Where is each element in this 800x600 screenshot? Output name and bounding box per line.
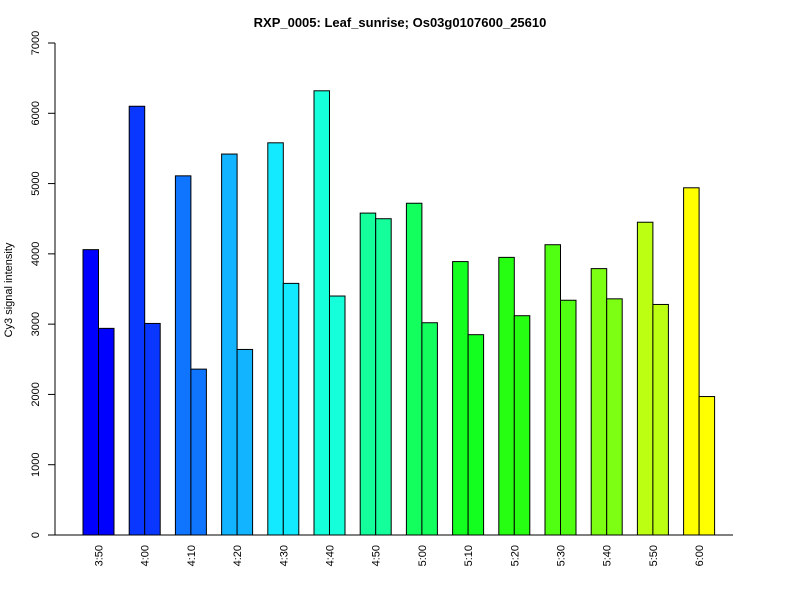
bar-410-1 xyxy=(174,175,192,536)
bar-540-1 xyxy=(590,268,608,536)
x-tick-label: 4:20 xyxy=(232,545,244,566)
bar-350-2 xyxy=(98,327,115,536)
bar-550-1 xyxy=(636,221,654,536)
bar-530-1 xyxy=(544,244,561,536)
bar-510-1 xyxy=(452,261,469,536)
bar-440-2 xyxy=(329,295,346,536)
bar-500-1 xyxy=(405,202,423,536)
bar-530-2 xyxy=(560,299,577,536)
bar-350-1 xyxy=(82,249,99,536)
y-axis: 0 1000 2000 3000 4000 5000 6000 7000 xyxy=(30,31,56,538)
x-tick-label: 4:30 xyxy=(278,545,290,566)
x-tick-label: 6:00 xyxy=(694,545,706,566)
x-axis: 3:50 4:00 4:10 4:20 4:30 4:40 4:50 5:00 5:10 5:20… xyxy=(55,534,733,566)
bar-600-2 xyxy=(698,396,716,536)
bar-410-2 xyxy=(190,368,207,536)
bars xyxy=(82,90,716,536)
y-tick-label: 4000 xyxy=(30,242,42,266)
bar-430-1 xyxy=(267,142,284,536)
bar-540-2 xyxy=(606,298,623,536)
bar-420-1 xyxy=(221,153,238,536)
bar-520-1 xyxy=(498,256,515,536)
x-tick-label: 4:40 xyxy=(325,545,337,566)
x-tick-label: 4:10 xyxy=(186,545,198,566)
y-tick-label: 3000 xyxy=(30,312,42,336)
y-tick-label: 2000 xyxy=(30,382,42,406)
x-tick-label: 5:50 xyxy=(648,545,660,566)
x-tick-label: 5:10 xyxy=(463,545,475,566)
x-tick-label: 5:20 xyxy=(509,545,521,566)
bar-420-2 xyxy=(236,348,254,536)
bar-400-2 xyxy=(144,322,161,536)
bar-400-1 xyxy=(128,105,146,536)
chart-title: RXP_0005: Leaf_sunrise; Os03g0107600_256… xyxy=(254,15,547,30)
bar-600-1 xyxy=(683,187,700,536)
bar-450-2 xyxy=(375,218,392,536)
y-axis-label: Cy3 signal intensity xyxy=(3,242,15,337)
bar-430-2 xyxy=(282,282,300,536)
y-tick-label: 1000 xyxy=(30,452,42,476)
x-tick-label: 5:30 xyxy=(556,545,568,566)
y-tick-label: 0 xyxy=(30,532,42,538)
bar-550-2 xyxy=(652,303,669,536)
x-tick-label: 4:50 xyxy=(371,545,383,566)
x-tick-label: 4:00 xyxy=(140,545,152,566)
bar-520-2 xyxy=(513,315,531,536)
bar-510-2 xyxy=(467,334,485,536)
bar-450-1 xyxy=(359,212,377,536)
y-tick-label: 7000 xyxy=(30,31,42,55)
bar-440-1 xyxy=(313,90,330,536)
x-tick-label: 3:50 xyxy=(94,545,106,566)
y-tick-label: 6000 xyxy=(30,101,42,125)
bar-500-2 xyxy=(421,322,438,536)
x-tick-label: 5:00 xyxy=(417,545,429,566)
x-tick-label: 5:40 xyxy=(602,545,614,566)
y-tick-label: 5000 xyxy=(30,171,42,195)
